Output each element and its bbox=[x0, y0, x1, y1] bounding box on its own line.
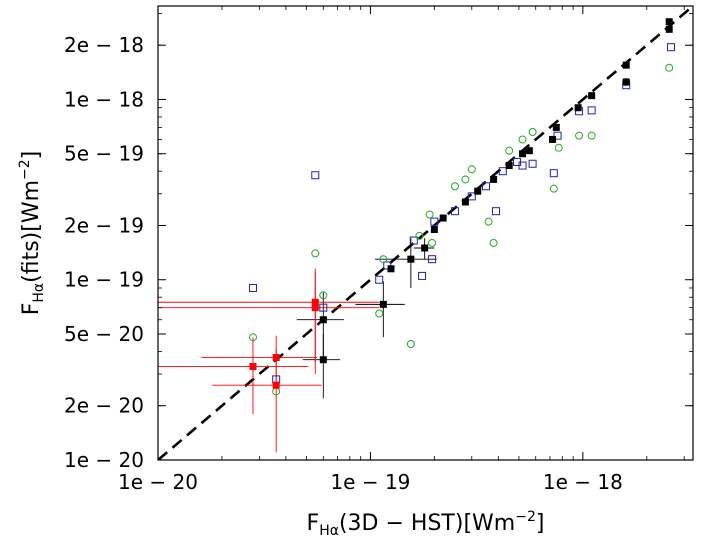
data-point-circle-open bbox=[489, 238, 498, 247]
data-point-square-open bbox=[418, 271, 427, 280]
data-point-square-open bbox=[518, 161, 527, 170]
data-point-square-open bbox=[409, 236, 418, 245]
data-point-square-open bbox=[311, 171, 320, 180]
data-point-square-filled bbox=[379, 300, 387, 308]
y-tick-label: 1e − 20 bbox=[64, 448, 144, 472]
data-point-square-open bbox=[498, 167, 507, 176]
data-point-square-open bbox=[319, 303, 328, 312]
data-point-circle-open bbox=[518, 135, 527, 144]
y-tick-label: 5e − 20 bbox=[64, 322, 144, 346]
data-point-square-filled bbox=[319, 316, 327, 324]
data-point-square-filled bbox=[421, 244, 429, 252]
data-point-circle-open bbox=[415, 231, 424, 240]
data-point-square-open bbox=[430, 217, 439, 226]
data-point-circle-open bbox=[528, 127, 537, 136]
axes-layer: 1e − 20 1e − 19 1e − 18 1e − 20 2e − 20 5e − … bbox=[64, 5, 694, 494]
data-point-square-filled bbox=[665, 25, 673, 33]
data-point-square-open bbox=[553, 131, 562, 140]
data-point-square-filled bbox=[505, 162, 513, 170]
data-point-circle-open bbox=[425, 210, 434, 219]
data-point-square-open bbox=[528, 159, 537, 168]
data-point-square-filled bbox=[474, 187, 482, 195]
data-point-square-filled bbox=[311, 304, 319, 312]
data-point-circle-open bbox=[554, 143, 563, 152]
data-point-circle-open bbox=[450, 182, 459, 191]
x-axis-title: FHα(3D − HST)[Wm−2] bbox=[307, 509, 545, 539]
data-point-square-open bbox=[428, 255, 437, 264]
data-point-circle-open bbox=[505, 146, 514, 155]
data-point-square-filled bbox=[490, 175, 498, 183]
data-point-square-open bbox=[587, 106, 596, 115]
data-point-square-filled bbox=[461, 198, 469, 206]
y-tick-label: 5e − 19 bbox=[64, 142, 144, 166]
data-point-square-filled bbox=[407, 255, 415, 263]
data-point-square-filled bbox=[574, 104, 582, 112]
y-axis-title: FHα(fits)[Wm−2] bbox=[17, 151, 47, 316]
data-point-square-open bbox=[467, 192, 476, 201]
data-point-square-open bbox=[482, 182, 491, 191]
data-point-square-open bbox=[491, 207, 500, 216]
data-point-square-open bbox=[248, 283, 257, 292]
data-point-circle-open bbox=[248, 333, 257, 342]
data-point-circle-open bbox=[484, 217, 493, 226]
plot-frame bbox=[157, 5, 694, 461]
one-to-one-line bbox=[158, 6, 693, 460]
data-point-circle-open bbox=[406, 340, 415, 349]
data-point-square-filled bbox=[622, 78, 630, 86]
y-tick-label: 1e − 18 bbox=[64, 87, 144, 111]
plot-layer bbox=[158, 6, 693, 460]
data-point-square-filled bbox=[272, 354, 280, 362]
data-point-square-filled bbox=[387, 265, 395, 273]
data-point-square-filled bbox=[272, 381, 280, 389]
data-point-circle-open bbox=[461, 175, 470, 184]
y-tick-label: 2e − 19 bbox=[64, 213, 144, 237]
data-point-square-filled bbox=[552, 123, 560, 131]
y-tick-label: 1e − 19 bbox=[64, 268, 144, 292]
data-point-square-filled bbox=[622, 61, 630, 69]
data-point-square-filled bbox=[549, 135, 557, 143]
data-point-square-open bbox=[450, 207, 459, 216]
data-point-square-filled bbox=[439, 214, 447, 222]
data-point-circle-open bbox=[575, 131, 584, 140]
data-point-circle-open bbox=[467, 165, 476, 174]
y-tick-label: 2e − 20 bbox=[64, 394, 144, 418]
data-point-square-filled bbox=[519, 150, 527, 158]
plot-area bbox=[158, 6, 693, 460]
data-point-square-open bbox=[549, 169, 558, 178]
x-tick-label: 1e − 20 bbox=[118, 470, 198, 494]
data-point-circle-open bbox=[379, 255, 388, 264]
data-point-circle-open bbox=[665, 63, 674, 72]
data-point-circle-open bbox=[375, 309, 384, 318]
data-point-circle-open bbox=[587, 131, 596, 140]
data-point-circle-open bbox=[319, 291, 328, 300]
data-point-square-open bbox=[667, 43, 676, 52]
data-point-square-filled bbox=[319, 356, 327, 364]
data-point-circle-open bbox=[311, 249, 320, 258]
data-point-square-filled bbox=[525, 147, 533, 155]
y-tick-label: 2e − 18 bbox=[64, 33, 144, 57]
x-tick-label: 1e − 18 bbox=[543, 470, 623, 494]
data-point-circle-open bbox=[428, 238, 437, 247]
data-point-circle-open bbox=[549, 184, 558, 193]
data-point-square-filled bbox=[588, 92, 596, 100]
data-point-square-filled bbox=[665, 18, 673, 26]
data-point-square-filled bbox=[249, 363, 257, 371]
data-point-square-open bbox=[375, 275, 384, 284]
x-tick-label: 1e − 19 bbox=[330, 470, 410, 494]
data-point-square-filled bbox=[430, 225, 438, 233]
data-point-square-filled bbox=[311, 298, 319, 306]
